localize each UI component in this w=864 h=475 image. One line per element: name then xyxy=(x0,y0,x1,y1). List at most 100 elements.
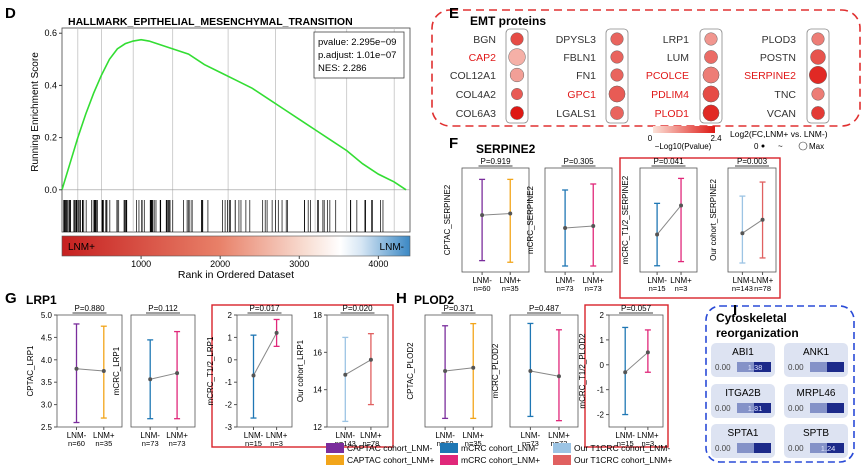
cyto-high-value: 1.81 xyxy=(748,404,763,413)
h-chart-2-xtick-label: LNM+ xyxy=(548,431,570,440)
h-chart-3-pvalue: P=0.057 xyxy=(621,304,652,313)
f-chart-3-mean-line xyxy=(656,205,682,235)
g-chart-2-mean-line xyxy=(150,372,178,380)
emt-gene-label: PDLIM4 xyxy=(651,89,689,101)
emt-dot xyxy=(508,48,526,66)
g-chart-3-mean-line xyxy=(253,332,278,376)
cyto-gene: SPTB xyxy=(803,428,829,439)
h-chart-3-mean-line xyxy=(624,351,649,373)
g-chart-3-xtick-count: n=3 xyxy=(270,439,283,448)
emt-gene-label: CAP2 xyxy=(469,52,497,64)
g-chart-1-ytick-label: 4.0 xyxy=(41,356,53,365)
f-chart-3-xtick-label: LNM+ xyxy=(670,276,692,285)
g-chart-4-ylabel: Our cohort_LRP1 xyxy=(296,339,305,402)
f-chart-1-mean-point xyxy=(480,213,485,218)
panel-h-plod2: PLOD2P=0.371CPTAC_PLOD2LNM-n=60LNM+n=35P… xyxy=(406,293,669,448)
emt-gene-label: TNC xyxy=(774,89,796,101)
g-chart-1-pvalue: P=0.880 xyxy=(74,304,105,313)
g-chart-2-pvalue: P=0.112 xyxy=(148,304,178,313)
emt-gene-label: PLOD1 xyxy=(655,108,690,120)
emt-gene-label: LRP1 xyxy=(663,34,689,46)
legend-swatch xyxy=(326,443,344,453)
emt-dot xyxy=(510,106,524,120)
g-chart-3-xtick-label: LNM+ xyxy=(266,431,288,440)
emt-size-tick: Max xyxy=(809,142,824,151)
h-gene-title: PLOD2 xyxy=(414,293,454,307)
f-chart-1-frame xyxy=(461,167,530,273)
g-chart-3-xtick-count: n=15 xyxy=(245,439,262,448)
gsea-xtick-label: 1000 xyxy=(131,259,151,269)
panel-label-f: F xyxy=(449,135,458,152)
h-chart-2-pvalue: P=0.487 xyxy=(529,304,560,313)
panel-label-h: H xyxy=(396,290,407,307)
panel-label-g: G xyxy=(5,290,17,307)
emt-dot xyxy=(511,88,523,100)
f-chart-3-xtick-count: n=3 xyxy=(675,284,688,293)
f-chart-1-xtick-label: LNM+ xyxy=(499,276,521,285)
gsea-stat: NES: 2.286 xyxy=(318,63,367,74)
emt-dot xyxy=(510,32,524,46)
f-chart-4-pvalue: P=0.003 xyxy=(737,157,768,166)
emt-gene-label: LGALS1 xyxy=(556,108,596,120)
gsea-ytick-label: 0.4 xyxy=(44,80,57,90)
emt-legend-tick: 0 xyxy=(648,134,653,143)
h-chart-2-mean-point xyxy=(556,374,561,379)
f-chart-2-mean-point xyxy=(591,224,596,228)
emt-dot xyxy=(610,106,624,120)
h-chart-1-mean-line xyxy=(445,367,474,372)
g-chart-4-mean-point xyxy=(343,372,348,377)
cyto-bar-light xyxy=(810,362,827,372)
h-chart-2-xtick-label: LNM- xyxy=(521,431,541,440)
f-chart-1-xtick-count: n=35 xyxy=(502,284,519,293)
legend-swatch xyxy=(440,443,458,453)
f-chart-4-mean-point xyxy=(760,217,765,222)
emt-gene-label: SERPINE2 xyxy=(744,70,796,82)
h-chart-1-xtick-label: LNM+ xyxy=(462,431,484,440)
f-chart-3-ylabel: mCRC_T1/2_SERPINE2 xyxy=(621,175,630,264)
h-chart-3-mean-point xyxy=(623,370,628,375)
g-chart-2-xtick-count: n=73 xyxy=(142,439,159,448)
emt-gene-label: GPC1 xyxy=(567,89,596,101)
f-chart-1-pvalue: P=0.919 xyxy=(480,157,511,166)
emt-dot xyxy=(811,32,825,46)
emt-dot xyxy=(610,68,624,82)
g-chart-4-mean-point xyxy=(368,357,373,362)
emt-size-dot-small xyxy=(761,144,765,148)
f-chart-4-mean-line xyxy=(742,219,763,234)
h-chart-1-pvalue: P=0.371 xyxy=(443,304,474,313)
legend-label: mCRC cohort_LNM+ xyxy=(461,455,540,465)
gsea-xtick-label: 3000 xyxy=(289,259,309,269)
emt-dot xyxy=(811,106,825,120)
panel-labels: D E F G H I xyxy=(5,5,737,319)
emt-dot xyxy=(704,32,718,46)
h-chart-3-xtick-count: n=3 xyxy=(642,439,655,448)
h-chart-3-mean-point xyxy=(645,350,650,355)
h-chart-3-ytick-label: -2 xyxy=(597,411,605,420)
cyto-gene: SPTA1 xyxy=(728,428,759,439)
h-chart-2-mean-point xyxy=(528,369,533,373)
f-chart-2-ylabel: mCRC_SERPINE2 xyxy=(526,185,535,254)
h-chart-3-ytick-label: 2 xyxy=(600,311,605,320)
gsea-xtick-label: 2000 xyxy=(210,259,230,269)
cyto-low-value: 0.00 xyxy=(788,444,804,453)
emt-gene-label: FBLN1 xyxy=(563,52,596,64)
h-chart-3-frame xyxy=(608,314,664,428)
g-chart-1-ytick-label: 3.5 xyxy=(41,378,53,387)
g-chart-2-mean-point xyxy=(148,377,153,382)
emt-gene-label: BGN xyxy=(473,34,496,46)
gsea-rank-bar xyxy=(61,235,411,257)
panel-label-i: I xyxy=(733,302,737,319)
g-chart-3-mean-point xyxy=(274,330,279,335)
f-chart-2-xtick-label: LNM+ xyxy=(582,276,604,285)
emt-dot xyxy=(811,87,825,101)
g-chart-1-ytick-label: 4.5 xyxy=(41,333,53,342)
cyto-low-value: 0.00 xyxy=(715,404,731,413)
f-chart-2-frame xyxy=(544,167,613,273)
cyto-gene: ANK1 xyxy=(803,347,830,358)
gsea-ylabel: Running Enrichment Score xyxy=(30,52,41,172)
f-chart-3-pvalue: P=0.041 xyxy=(653,157,684,166)
emt-gene-label: PLOD3 xyxy=(762,34,797,46)
cyto-gene: ABI1 xyxy=(732,347,754,358)
emt-gene-label: PCOLCE xyxy=(646,70,689,82)
